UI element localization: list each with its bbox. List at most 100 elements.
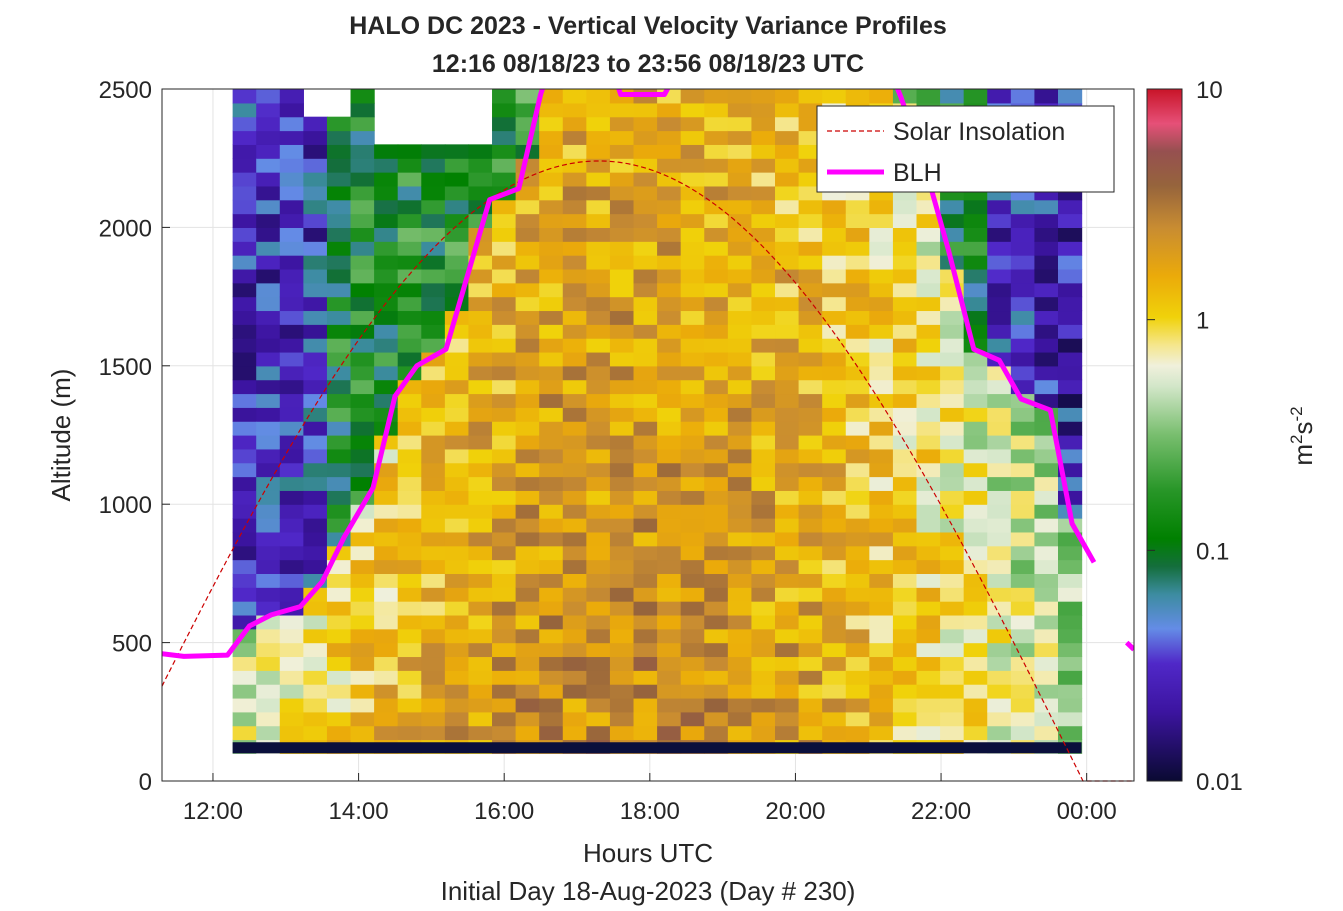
heatmap-cell — [256, 711, 281, 727]
heatmap-cell — [822, 379, 847, 395]
heatmap-cell — [397, 268, 422, 284]
heatmap-cell — [397, 158, 422, 173]
heatmap-cell — [397, 711, 422, 727]
heatmap-cell — [892, 518, 918, 533]
heatmap-cell — [468, 324, 493, 339]
heatmap-cell — [444, 545, 470, 561]
colorbar-tick-label: 10 — [1196, 77, 1223, 104]
heatmap-cell — [892, 393, 918, 408]
heatmap-cell — [562, 448, 587, 464]
heatmap-cell — [798, 518, 823, 533]
solar-insolation-line — [161, 160, 1134, 782]
heatmap-cell — [940, 338, 965, 353]
heatmap-cell — [798, 531, 823, 547]
heatmap-cell — [727, 435, 753, 450]
heatmap-cell — [680, 324, 705, 339]
heatmap-cell — [845, 421, 870, 436]
heatmap-cell — [374, 614, 399, 630]
heatmap-cell — [1034, 338, 1059, 353]
heatmap-cell — [444, 393, 470, 408]
heatmap-cell — [350, 476, 375, 491]
heatmap-cell — [963, 628, 988, 644]
heatmap-cell — [586, 282, 611, 298]
heatmap-cell — [987, 684, 1012, 699]
heatmap-cell — [633, 504, 658, 519]
heatmap-cell — [657, 697, 682, 713]
heatmap-cell — [916, 255, 941, 270]
heatmap-cell — [397, 490, 422, 505]
heatmap-cell — [232, 573, 257, 588]
heatmap-cell — [633, 725, 658, 741]
heatmap-cell — [751, 296, 776, 312]
heatmap-cell — [326, 697, 352, 713]
heatmap-cell — [279, 725, 304, 741]
heatmap-cell — [657, 545, 682, 561]
heatmap-cell — [751, 338, 776, 353]
heatmap-cell — [586, 407, 611, 422]
heatmap-cell — [256, 338, 281, 353]
heatmap-cell — [468, 462, 493, 478]
heatmap-cell — [940, 518, 965, 533]
heatmap-cell — [751, 102, 776, 118]
heatmap-cell — [609, 296, 635, 312]
heatmap-cell — [727, 670, 753, 685]
heatmap-cell — [256, 351, 281, 367]
heatmap-cell — [892, 435, 918, 450]
heatmap-cell — [562, 476, 587, 491]
heatmap-cell — [798, 338, 823, 353]
heatmap-cell — [303, 504, 328, 519]
heatmap-cell — [421, 697, 446, 713]
heatmap-cell — [751, 393, 776, 408]
heatmap-cell — [1034, 324, 1059, 339]
heatmap-cell — [586, 531, 611, 547]
heatmap-cell — [609, 158, 635, 173]
heatmap-cell — [987, 573, 1012, 588]
heatmap-cell — [539, 614, 564, 630]
heatmap-cell — [798, 199, 823, 215]
heatmap-cell — [1057, 379, 1083, 395]
heatmap-cell — [751, 89, 776, 104]
heatmap-cell — [515, 185, 540, 201]
heatmap-cell — [892, 379, 918, 395]
y-tick-label: 500 — [112, 631, 152, 658]
heatmap-cell — [727, 351, 753, 367]
heatmap-cell — [350, 435, 375, 450]
heatmap-cell — [727, 490, 753, 505]
heatmap-cell — [869, 227, 894, 242]
heatmap-cell — [940, 310, 965, 325]
heatmap-cell — [397, 545, 422, 561]
heatmap-cell — [657, 324, 682, 339]
heatmap-cell — [468, 172, 493, 187]
heatmap-cell — [562, 531, 587, 547]
heatmap-cell — [869, 199, 894, 215]
heatmap-cell — [727, 324, 753, 339]
heatmap-cell — [916, 545, 941, 561]
heatmap-cell — [657, 628, 682, 644]
heatmap-cell — [798, 310, 823, 325]
heatmap-cell — [892, 351, 918, 367]
heatmap-cell — [633, 614, 658, 630]
heatmap-cell — [374, 656, 399, 671]
heatmap-cell — [892, 338, 918, 353]
heatmap-cell — [232, 172, 257, 187]
heatmap-cell — [492, 476, 517, 491]
heatmap-cell — [1057, 213, 1083, 228]
heatmap-cell — [444, 656, 470, 671]
heatmap-cell — [751, 199, 776, 215]
heatmap-cell — [775, 573, 800, 588]
heatmap-cell — [657, 282, 682, 298]
heatmap-cell — [892, 490, 918, 505]
heatmap-cell — [468, 490, 493, 505]
heatmap-cell — [397, 407, 422, 422]
heatmap-cell — [444, 587, 470, 602]
heatmap-cell — [562, 324, 587, 339]
heatmap-cell — [633, 559, 658, 574]
heatmap-cell — [421, 642, 446, 658]
heatmap-cell — [1010, 518, 1036, 533]
heatmap-cell — [822, 697, 847, 713]
heatmap-cell — [350, 296, 375, 312]
heatmap-cell — [822, 338, 847, 353]
heatmap-cell — [751, 351, 776, 367]
heatmap-cell — [751, 601, 776, 616]
heatmap-cell — [633, 144, 658, 159]
